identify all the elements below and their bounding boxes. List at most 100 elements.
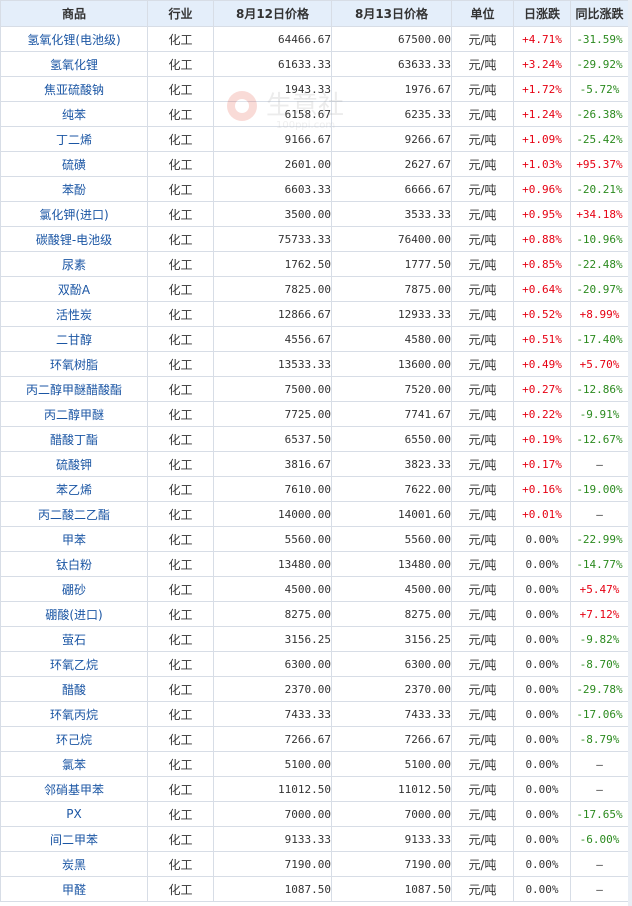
unit-cell: 元/吨 <box>451 351 514 377</box>
product-link[interactable]: 双酚A <box>57 282 91 297</box>
table-row: PX 化工 7000.00 7000.00 元/吨 0.00% -17.65% <box>0 801 629 827</box>
yoy-change-cell: -8.70% <box>570 651 629 677</box>
price-prev-cell: 6300.00 <box>213 651 332 677</box>
price-prev-cell: 5100.00 <box>213 751 332 777</box>
price-curr-cell: 13480.00 <box>331 551 452 577</box>
day-change-cell: 0.00% <box>513 801 571 827</box>
price-prev-cell: 1087.50 <box>213 876 332 902</box>
product-link[interactable]: 甲醛 <box>61 882 86 897</box>
price-curr-cell: 67500.00 <box>331 26 452 52</box>
product-link[interactable]: PX <box>66 807 82 821</box>
day-change-cell: +3.24% <box>513 51 571 77</box>
unit-cell: 元/吨 <box>451 851 514 877</box>
price-prev-cell: 6603.33 <box>213 176 332 202</box>
product-link[interactable]: 硫磺 <box>61 157 86 172</box>
yoy-change-cell: — <box>570 751 629 777</box>
product-link[interactable]: 丙二醇甲醚醋酸酯 <box>25 382 122 397</box>
price-curr-cell: 5560.00 <box>331 526 452 552</box>
product-link[interactable]: 碳酸锂-电池级 <box>35 232 113 247</box>
unit-cell: 元/吨 <box>451 126 514 152</box>
yoy-change-cell: — <box>570 501 629 527</box>
industry-cell: 化工 <box>147 226 214 252</box>
product-link[interactable]: 环氧丙烷 <box>49 707 98 722</box>
product-link[interactable]: 硫酸钾 <box>55 457 92 472</box>
yoy-change-cell: — <box>570 851 629 877</box>
product-name: 氯化钾(进口) <box>0 201 148 227</box>
product-link[interactable]: 醋酸丁酯 <box>49 432 98 447</box>
unit-cell: 元/吨 <box>451 776 514 802</box>
product-link[interactable]: 丙二酸二乙酯 <box>37 507 110 522</box>
product-link[interactable]: 二甘醇 <box>55 332 92 347</box>
price-prev-cell: 1943.33 <box>213 76 332 102</box>
price-curr-cell: 12933.33 <box>331 301 452 327</box>
product-link[interactable]: 氢氧化锂(电池级) <box>27 32 121 47</box>
table-row: 氯化钾(进口) 化工 3500.00 3533.33 元/吨 +0.95% +34.18% <box>0 201 629 227</box>
unit-cell: 元/吨 <box>451 451 514 477</box>
price-curr-cell: 4500.00 <box>331 576 452 602</box>
table-row: 邻硝基甲苯 化工 11012.50 11012.50 元/吨 0.00% — <box>0 776 629 802</box>
product-link[interactable]: 环氧树脂 <box>49 357 98 372</box>
day-change-cell: 0.00% <box>513 626 571 652</box>
price-curr-cell: 7741.67 <box>331 401 452 427</box>
price-prev-cell: 11012.50 <box>213 776 332 802</box>
product-link[interactable]: 炭黑 <box>61 857 86 872</box>
industry-cell: 化工 <box>147 351 214 377</box>
table-row: 苯酚 化工 6603.33 6666.67 元/吨 +0.96% -20.21% <box>0 176 629 202</box>
product-link[interactable]: 苯酚 <box>61 182 86 197</box>
product-name: 炭黑 <box>0 851 148 877</box>
price-curr-cell: 4580.00 <box>331 326 452 352</box>
table-row: 活性炭 化工 12866.67 12933.33 元/吨 +0.52% +8.99% <box>0 301 629 327</box>
product-link[interactable]: 环己烷 <box>55 732 92 747</box>
unit-cell: 元/吨 <box>451 426 514 452</box>
product-link[interactable]: 丁二烯 <box>55 132 92 147</box>
product-link[interactable]: 丙二醇甲醚 <box>43 407 104 422</box>
price-prev-cell: 6158.67 <box>213 101 332 127</box>
product-link[interactable]: 萤石 <box>61 632 86 647</box>
product-link[interactable]: 钛白粉 <box>55 557 92 572</box>
product-link[interactable]: 间二甲苯 <box>49 832 98 847</box>
yoy-change-cell: -25.42% <box>570 126 629 152</box>
price-curr-cell: 7520.00 <box>331 376 452 402</box>
product-name: 活性炭 <box>0 301 148 327</box>
industry-cell: 化工 <box>147 26 214 52</box>
product-link[interactable]: 尿素 <box>61 257 86 272</box>
unit-cell: 元/吨 <box>451 876 514 902</box>
product-link[interactable]: 硼酸(进口) <box>45 607 103 622</box>
unit-cell: 元/吨 <box>451 726 514 752</box>
product-link[interactable]: 纯苯 <box>61 107 86 122</box>
price-curr-cell: 7000.00 <box>331 801 452 827</box>
unit-cell: 元/吨 <box>451 751 514 777</box>
product-link[interactable]: 焦亚硫酸钠 <box>43 82 104 97</box>
product-link[interactable]: 甲苯 <box>61 532 86 547</box>
yoy-change-cell: -8.79% <box>570 726 629 752</box>
product-link[interactable]: 邻硝基甲苯 <box>43 782 104 797</box>
price-prev-cell: 7000.00 <box>213 801 332 827</box>
price-prev-cell: 8275.00 <box>213 601 332 627</box>
day-change-cell: +0.85% <box>513 251 571 277</box>
product-name: 氢氧化锂 <box>0 51 148 77</box>
unit-cell: 元/吨 <box>451 376 514 402</box>
product-link[interactable]: 活性炭 <box>55 307 92 322</box>
product-link[interactable]: 氯苯 <box>61 757 86 772</box>
price-curr-cell: 11012.50 <box>331 776 452 802</box>
unit-cell: 元/吨 <box>451 501 514 527</box>
product-name: 纯苯 <box>0 101 148 127</box>
table-row: 环氧丙烷 化工 7433.33 7433.33 元/吨 0.00% -17.06% <box>0 701 629 727</box>
product-link[interactable]: 氯化钾(进口) <box>39 207 109 222</box>
industry-cell: 化工 <box>147 476 214 502</box>
table-row: 丙二醇甲醚醋酸酯 化工 7500.00 7520.00 元/吨 +0.27% -12.86% <box>0 376 629 402</box>
product-link[interactable]: 氢氧化锂 <box>49 57 98 72</box>
product-link[interactable]: 环氧乙烷 <box>49 657 98 672</box>
price-curr-cell: 76400.00 <box>331 226 452 252</box>
price-prev-cell: 7825.00 <box>213 276 332 302</box>
day-change-cell: 0.00% <box>513 776 571 802</box>
product-link[interactable]: 硼砂 <box>61 582 86 597</box>
day-change-cell: +0.95% <box>513 201 571 227</box>
product-link[interactable]: 苯乙烯 <box>55 482 92 497</box>
price-prev-cell: 3816.67 <box>213 451 332 477</box>
product-name: 环氧丙烷 <box>0 701 148 727</box>
table-row: 氢氧化锂 化工 61633.33 63633.33 元/吨 +3.24% -29.92% <box>0 51 629 77</box>
scrollbar[interactable] <box>628 0 632 906</box>
product-link[interactable]: 醋酸 <box>61 682 86 697</box>
price-curr-cell: 6666.67 <box>331 176 452 202</box>
